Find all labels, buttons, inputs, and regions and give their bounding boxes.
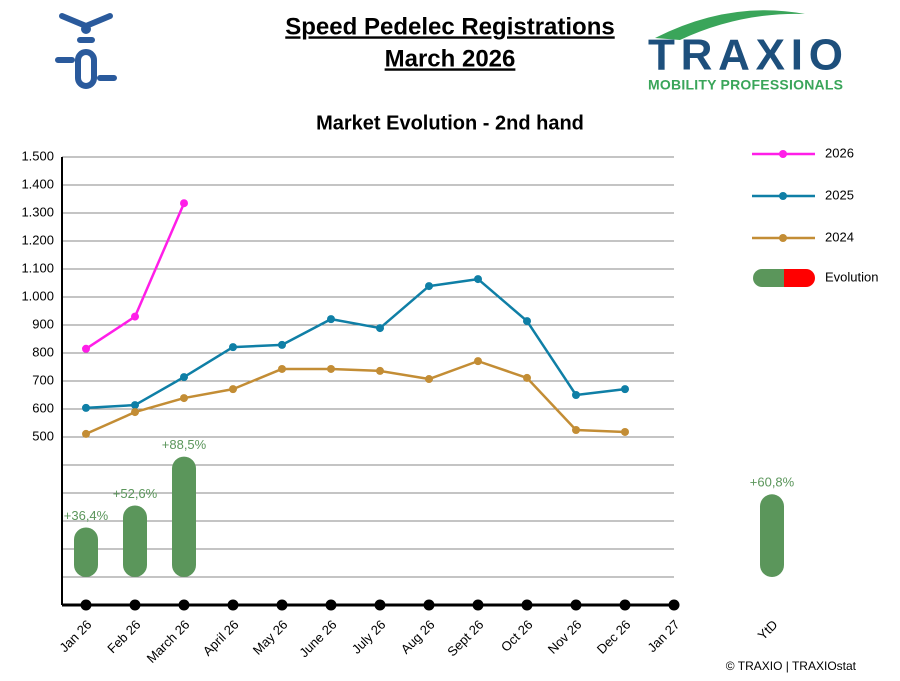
series-line <box>85 359 626 436</box>
evolution-bar <box>172 456 196 577</box>
legend-dot <box>779 234 787 242</box>
series-line <box>85 202 186 350</box>
legend-dot <box>779 150 787 158</box>
x-tick-label: Dec 26 <box>594 617 634 657</box>
y-tick-label: 1.300 <box>21 204 54 219</box>
series-point <box>180 373 188 382</box>
series-point <box>229 385 237 394</box>
x-axis-dot <box>227 599 239 611</box>
x-axis-dot <box>325 599 337 611</box>
x-axis-dot <box>619 599 631 611</box>
x-tick-label: June 26 <box>296 617 339 660</box>
evolution-bar <box>123 505 147 577</box>
logo-swoosh <box>655 10 805 40</box>
y-tick-label: 1.200 <box>21 232 54 247</box>
chart-subtitle: Market Evolution - 2nd hand <box>316 112 584 134</box>
legend-pill-green <box>753 269 784 287</box>
series-point <box>82 344 90 353</box>
x-axis-dot <box>521 599 533 611</box>
x-tick-label: Aug 26 <box>398 617 438 657</box>
evolution-bar-label: +88,5% <box>162 437 207 452</box>
x-tick-label: Oct 26 <box>498 617 536 655</box>
x-axis-dot <box>178 599 190 611</box>
y-tick-label: 500 <box>32 428 54 443</box>
series-point <box>572 426 580 434</box>
x-tick-label: Feb 26 <box>104 617 143 656</box>
x-axis-dot <box>423 599 435 611</box>
y-tick-label: 800 <box>32 344 54 359</box>
x-axis-dot <box>276 599 288 611</box>
series-point <box>474 275 482 284</box>
x-axis-dot <box>668 599 680 611</box>
series-point <box>278 340 286 349</box>
series-point <box>474 357 482 366</box>
x-tick-label: March 26 <box>144 617 193 666</box>
series-point <box>180 199 188 208</box>
evolution-bar-label: +36,4% <box>64 508 109 523</box>
x-axis-dot <box>472 599 484 611</box>
x-axis-dot <box>129 599 141 611</box>
legend-label: 2024 <box>825 229 854 244</box>
series-point <box>425 282 433 291</box>
ytd-label: YtD <box>755 617 781 643</box>
series-point <box>376 366 384 375</box>
series-point <box>327 364 335 373</box>
y-tick-label: 1.000 <box>21 288 54 303</box>
series-line <box>85 277 626 410</box>
ytd-bar <box>760 494 784 577</box>
series-point <box>523 317 531 326</box>
series-point <box>621 385 629 394</box>
series-point <box>131 312 139 321</box>
evolution-bar-label: +52,6% <box>113 486 158 501</box>
x-tick-label: May 26 <box>250 617 291 658</box>
x-tick-label: Nov 26 <box>545 617 585 657</box>
legend-label: 2026 <box>825 145 854 160</box>
x-axis-dot <box>374 599 386 611</box>
legend-label: 2025 <box>825 187 854 202</box>
series-point <box>425 375 433 384</box>
series-point <box>327 315 335 324</box>
y-tick-label: 1.100 <box>21 260 54 275</box>
series-point <box>131 401 139 410</box>
chart-title: Speed Pedelec Registrations <box>285 13 614 40</box>
logo-name: TRAXIO <box>648 31 843 80</box>
chart-title-line2: March 2026 <box>385 45 516 72</box>
series-point <box>278 364 286 373</box>
series-point <box>523 373 531 382</box>
x-tick-label: Sept 26 <box>444 617 486 659</box>
x-tick-label: Jan 27 <box>644 617 682 655</box>
ytd-bar-label: +60,8% <box>750 475 795 490</box>
y-tick-label: 1.400 <box>21 176 54 191</box>
x-tick-label: Jan 26 <box>56 617 94 655</box>
series-point <box>572 391 580 399</box>
y-tick-label: 900 <box>32 316 54 331</box>
y-tick-label: 1.500 <box>21 148 54 163</box>
scooter-icon <box>55 13 117 89</box>
series-point <box>82 429 90 438</box>
series-point <box>376 324 384 333</box>
x-tick-label: July 26 <box>349 617 389 657</box>
y-tick-label: 600 <box>32 400 54 415</box>
evolution-bar <box>74 527 98 577</box>
series-point <box>131 408 139 417</box>
x-axis-dot <box>80 599 92 611</box>
x-axis-dot <box>570 599 582 611</box>
series-point <box>621 427 629 436</box>
logo-tagline: MOBILITY PROFESSIONALS <box>648 77 843 93</box>
legend-label: Evolution <box>825 269 878 284</box>
legend-dot <box>779 192 787 200</box>
y-tick-label: 700 <box>32 372 54 387</box>
series-point <box>180 394 188 403</box>
x-tick-label: April 26 <box>200 617 242 659</box>
credit: © TRAXIO | TRAXIOstat <box>726 659 857 673</box>
series-point <box>229 343 237 352</box>
series-point <box>82 403 90 412</box>
legend-pill-red <box>784 269 815 287</box>
